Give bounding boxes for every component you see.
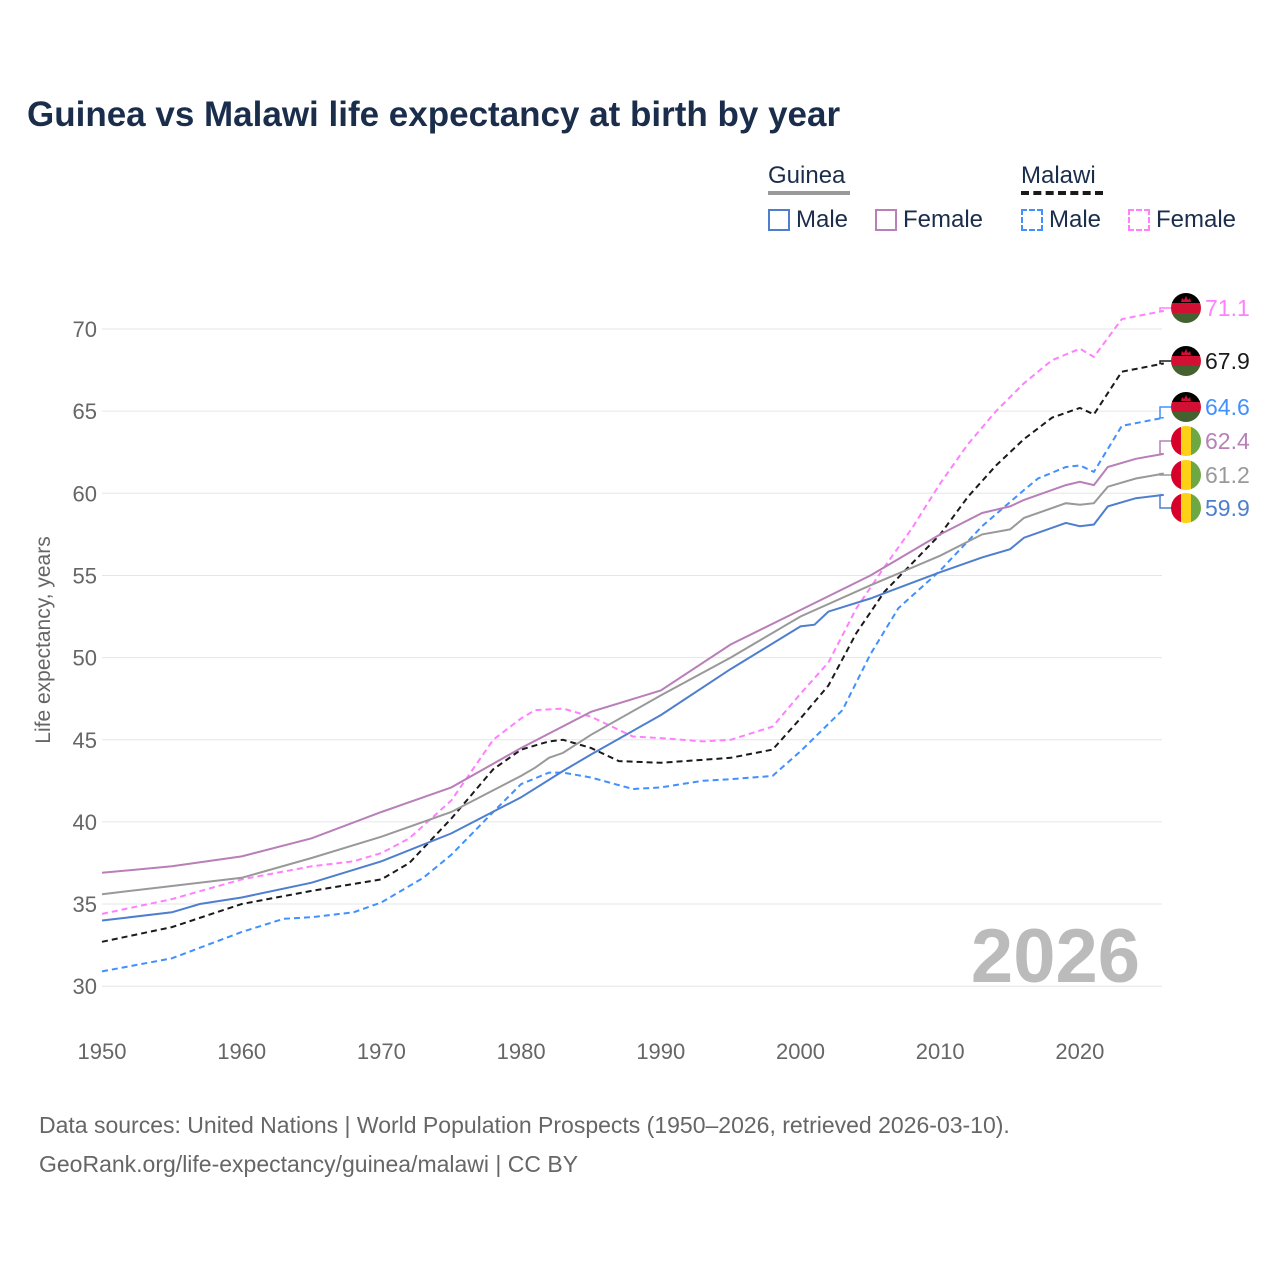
flag-body xyxy=(1171,493,1201,523)
flag-body xyxy=(1171,346,1201,376)
flag-sun xyxy=(1181,296,1191,302)
series-line-guinea-male xyxy=(101,493,1164,922)
label-connector xyxy=(1159,307,1172,312)
flag-stripe-green xyxy=(1171,366,1201,376)
flag-stripe-green xyxy=(1191,426,1201,456)
y-axis-label: Life expectancy, years xyxy=(32,536,55,743)
legend-malawi-female[interactable]: Female xyxy=(1128,206,1236,234)
series-line-malawi xyxy=(101,362,1164,943)
end-value-label: 61.2 xyxy=(1205,462,1250,488)
malawi-flag-icon xyxy=(1171,392,1201,422)
flag-body xyxy=(1171,426,1201,456)
legend-label: Female xyxy=(903,206,984,233)
series-line-guinea xyxy=(101,472,1164,896)
flag-stripe-green xyxy=(1171,313,1201,323)
y-tick-label: 60 xyxy=(73,481,97,506)
series-line-guinea-female xyxy=(101,452,1164,874)
legend-swatch xyxy=(768,209,790,231)
flag-stripe-yellow xyxy=(1181,460,1191,490)
label-connector xyxy=(1159,440,1172,455)
x-tick-label: 2020 xyxy=(1055,1039,1104,1064)
legend-guinea-female[interactable]: Female xyxy=(875,206,983,234)
flag-body xyxy=(1171,293,1201,323)
label-connector xyxy=(1159,406,1172,419)
x-tick-label: 1960 xyxy=(217,1039,266,1064)
attribution-link[interactable]: GeoRank.org/life-expectancy/guinea/malaw… xyxy=(39,1151,579,1177)
flag-stripe-red xyxy=(1171,493,1181,523)
year-watermark: 2026 xyxy=(971,914,1140,999)
end-value-label: 67.9 xyxy=(1205,348,1250,374)
legend-group-malawi: Malawi xyxy=(1021,162,1103,195)
flag-stripe-yellow xyxy=(1181,426,1191,456)
legend-label: Male xyxy=(796,206,849,233)
legend-group-label: Guinea xyxy=(768,162,846,189)
flag-body xyxy=(1171,460,1201,490)
guinea-flag-icon xyxy=(1171,460,1201,490)
malawi-flag-icon xyxy=(1171,293,1201,323)
flag-stripe-red xyxy=(1171,303,1201,313)
guinea-flag-icon xyxy=(1171,493,1201,523)
flag-stripe-red xyxy=(1171,356,1201,366)
label-connector xyxy=(1159,360,1172,365)
flag-sun xyxy=(1181,349,1191,355)
x-tick-label: 1980 xyxy=(497,1039,546,1064)
flag-stripe-green xyxy=(1191,460,1201,490)
x-tick-label: 1970 xyxy=(357,1039,406,1064)
flag-stripe-red xyxy=(1171,460,1181,490)
end-value-label: 62.4 xyxy=(1205,428,1250,454)
end-value-label: 59.9 xyxy=(1205,495,1250,521)
legend-swatch xyxy=(875,209,897,231)
y-tick-label: 45 xyxy=(73,728,97,753)
legend-guinea-male[interactable]: Male xyxy=(768,206,848,234)
x-tick-label: 2010 xyxy=(916,1039,965,1064)
legend-label: Female xyxy=(1156,206,1237,233)
series-line-malawi-male xyxy=(101,416,1164,973)
y-tick-label: 50 xyxy=(73,646,97,671)
flag-stripe-yellow xyxy=(1181,493,1191,523)
end-value-label: 64.6 xyxy=(1205,394,1250,420)
flag-stripe-green xyxy=(1171,412,1201,422)
flag-body xyxy=(1171,392,1201,422)
legend-group-guinea: Guinea xyxy=(768,162,850,195)
series-line-malawi-female xyxy=(101,309,1164,915)
label-connector xyxy=(1159,472,1172,476)
flag-stripe-green xyxy=(1191,493,1201,523)
y-tick-label: 70 xyxy=(73,317,97,342)
legend-swatch xyxy=(1128,209,1150,231)
guinea-flag-icon xyxy=(1171,426,1201,456)
data-source-text: Data sources: United Nations | World Pop… xyxy=(39,1112,1010,1138)
y-tick-label: 55 xyxy=(73,563,97,588)
x-tick-label: 1990 xyxy=(636,1039,685,1064)
flag-stripe-red xyxy=(1171,426,1181,456)
legend-swatch xyxy=(1021,209,1043,231)
legend-label: Male xyxy=(1049,206,1102,233)
legend-dashed-line xyxy=(1021,191,1103,195)
footer: Data sources: United Nations | World Pop… xyxy=(39,1106,1010,1184)
end-value-label: 71.1 xyxy=(1205,295,1250,321)
malawi-flag-icon xyxy=(1171,346,1201,376)
flag-sun xyxy=(1181,395,1191,401)
legend-group-label: Malawi xyxy=(1021,162,1096,189)
legend-solid-line xyxy=(768,191,850,195)
legend-malawi-male[interactable]: Male xyxy=(1021,206,1101,234)
chart-title: Guinea vs Malawi life expectancy at birt… xyxy=(27,95,841,134)
y-tick-label: 40 xyxy=(73,810,97,835)
y-tick-label: 35 xyxy=(73,892,97,917)
x-tick-label: 1950 xyxy=(78,1039,127,1064)
y-tick-label: 30 xyxy=(73,974,97,999)
label-connector xyxy=(1159,494,1172,509)
x-tick-label: 2000 xyxy=(776,1039,825,1064)
flag-stripe-red xyxy=(1171,402,1201,412)
y-tick-label: 65 xyxy=(73,399,97,424)
